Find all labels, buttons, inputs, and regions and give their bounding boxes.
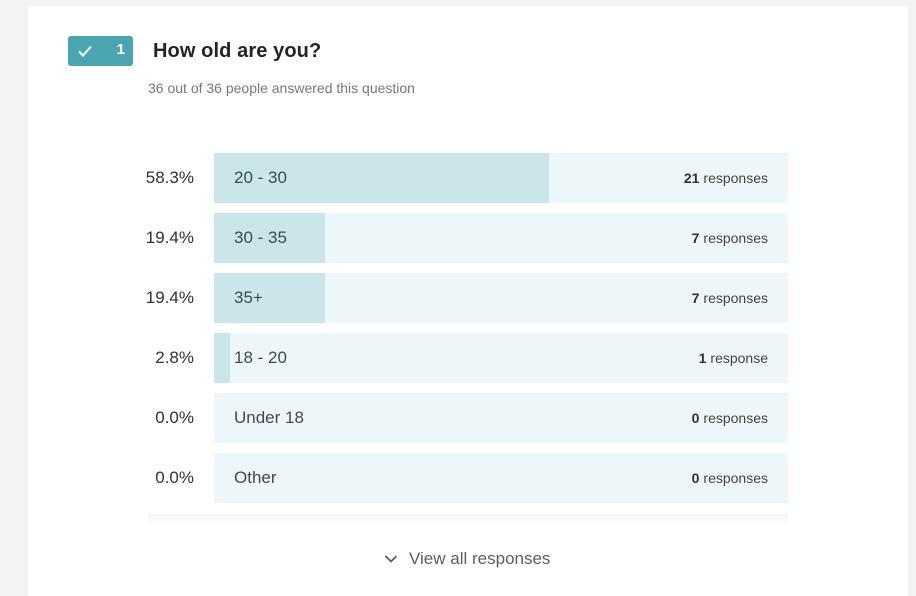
result-option-label: Other bbox=[234, 468, 277, 487]
result-percent: 19.4% bbox=[145, 228, 194, 247]
result-count-unit: responses bbox=[703, 170, 768, 186]
view-all-responses-label: View all responses bbox=[409, 549, 551, 568]
result-bar[interactable]: 20 - 30 21 responses bbox=[214, 153, 788, 203]
result-bar[interactable]: Other 0 responses bbox=[214, 453, 788, 503]
result-option-label: 35+ bbox=[234, 288, 263, 307]
result-percent: 0.0% bbox=[155, 468, 194, 487]
result-option-label: 18 - 20 bbox=[234, 348, 287, 367]
result-count-number: 0 bbox=[691, 470, 700, 486]
question-status-badge: 1 bbox=[68, 36, 133, 66]
result-percent: 19.4% bbox=[145, 288, 194, 307]
result-count-unit: response bbox=[710, 350, 768, 366]
list-fade-divider bbox=[148, 514, 788, 528]
result-count: 0 responses bbox=[692, 453, 768, 503]
result-row: 58.3% 20 - 30 21 responses bbox=[28, 153, 908, 203]
result-count: 7 responses bbox=[692, 213, 768, 263]
result-count-number: 1 bbox=[698, 350, 707, 366]
result-count: 0 responses bbox=[692, 393, 768, 443]
chevron-down-icon bbox=[384, 555, 398, 563]
result-bar-fill bbox=[214, 333, 231, 383]
result-option-label: Under 18 bbox=[234, 408, 304, 427]
result-count-number: 7 bbox=[691, 290, 700, 306]
result-option-label: 20 - 30 bbox=[234, 168, 287, 187]
result-bar[interactable]: Under 18 0 responses bbox=[214, 393, 788, 443]
result-count-unit: responses bbox=[703, 230, 768, 246]
result-count-unit: responses bbox=[703, 290, 768, 306]
result-row: 0.0% Under 18 0 responses bbox=[28, 393, 908, 443]
question-number: 1 bbox=[116, 41, 125, 58]
result-bar[interactable]: 18 - 20 1 response bbox=[214, 333, 788, 383]
result-percent: 2.8% bbox=[155, 348, 194, 367]
result-count: 7 responses bbox=[692, 273, 768, 323]
result-count-number: 21 bbox=[683, 170, 700, 186]
question-title: How old are you? bbox=[153, 40, 322, 62]
result-count-unit: responses bbox=[703, 410, 768, 426]
view-all-responses-button[interactable]: View all responses bbox=[384, 546, 550, 572]
checkmark-icon bbox=[78, 45, 92, 57]
result-count: 1 response bbox=[699, 333, 768, 383]
question-card: 1 How old are you? 36 out of 36 people a… bbox=[28, 6, 908, 596]
result-percent: 58.3% bbox=[145, 168, 194, 187]
result-percent: 0.0% bbox=[155, 408, 194, 427]
result-count: 21 responses bbox=[684, 153, 768, 203]
result-count-number: 0 bbox=[691, 410, 700, 426]
result-row: 2.8% 18 - 20 1 response bbox=[28, 333, 908, 383]
question-answer-count: 36 out of 36 people answered this questi… bbox=[148, 80, 415, 96]
result-bar-fill bbox=[214, 153, 549, 203]
result-bar[interactable]: 35+ 7 responses bbox=[214, 273, 788, 323]
result-row: 19.4% 30 - 35 7 responses bbox=[28, 213, 908, 263]
result-count-unit: responses bbox=[703, 470, 768, 486]
result-row: 19.4% 35+ 7 responses bbox=[28, 273, 908, 323]
result-bar[interactable]: 30 - 35 7 responses bbox=[214, 213, 788, 263]
results-list: 58.3% 20 - 30 21 responses 19.4% 30 - 35 … bbox=[28, 153, 908, 513]
result-count-number: 7 bbox=[691, 230, 700, 246]
result-bar-fill bbox=[214, 273, 326, 323]
result-bar-fill bbox=[214, 213, 326, 263]
result-row: 0.0% Other 0 responses bbox=[28, 453, 908, 503]
result-option-label: 30 - 35 bbox=[234, 228, 287, 247]
